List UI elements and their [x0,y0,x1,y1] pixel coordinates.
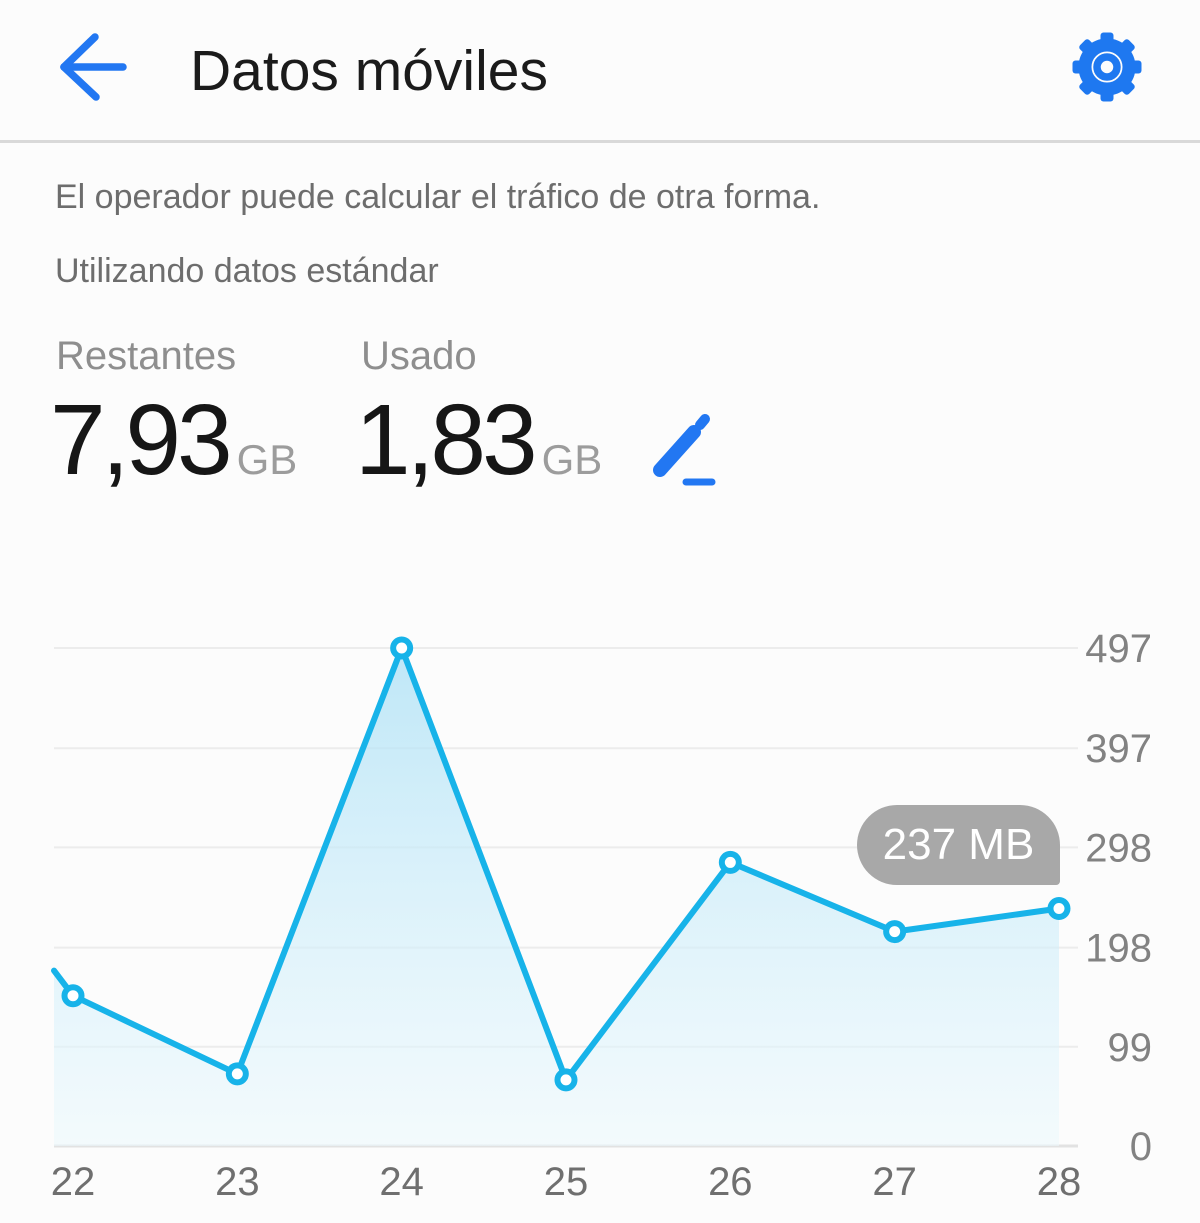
gear-icon [1072,32,1142,102]
pencil-edit-icon [653,414,716,486]
used-value: 1,83 [355,384,538,496]
x-axis-label: 24 [379,1160,424,1204]
remaining-stat: Restantes 7,93 GB [50,334,297,490]
y-axis-label: 298 [1085,826,1152,870]
chart-canvas: 497 397 298 198 99 0 22 23 24 25 26 27 28 [51,627,1153,1204]
used-stat: Usado 1,83 GB [355,334,602,490]
data-usage-chart[interactable]: 497 397 298 198 99 0 22 23 24 25 26 27 28 237 MB [0,600,1200,1223]
remaining-label: Restantes [56,334,237,378]
header-divider [0,140,1200,143]
data-point-marker-day-26 [718,850,742,874]
remaining-unit: GB [236,436,298,483]
data-point-marker-day-28 [1047,897,1071,921]
page-title: Datos móviles [190,39,548,103]
x-axis-label: 27 [872,1160,917,1204]
operator-info-text: El operador puede calcular el tráfico de… [55,178,821,216]
used-unit: GB [541,436,603,483]
x-axis-label: 22 [51,1160,96,1204]
y-axis-label: 198 [1085,927,1152,971]
settings-button[interactable] [1070,30,1144,104]
edit-data-limit-button[interactable] [648,408,718,488]
chart-area-fill [54,648,1059,1146]
remaining-value: 7,93 [50,384,233,496]
x-axis-label: 28 [1037,1160,1082,1204]
chart-line [51,645,1062,1083]
y-axis-label: 397 [1085,727,1152,771]
back-button[interactable] [57,30,129,104]
standard-data-text: Utilizando datos estándar [55,252,439,290]
usage-tooltip: 237 MB [857,805,1060,885]
data-point-marker-day-25 [554,1068,578,1092]
used-label: Usado [361,334,477,378]
x-axis-label: 25 [544,1160,589,1204]
y-axis-label: 99 [1108,1026,1153,1070]
header: Datos móviles [0,0,1200,140]
data-point-marker-day-22 [61,984,85,1008]
x-axis-label: 23 [215,1160,260,1204]
y-axis-label: 497 [1085,627,1152,671]
x-axis-label: 26 [708,1160,753,1204]
data-point-marker-day-27 [883,920,907,944]
data-point-marker-day-24 [390,636,414,660]
y-axis-label: 0 [1130,1125,1152,1169]
data-point-marker-day-23 [225,1062,249,1086]
back-arrow-icon [60,33,127,101]
